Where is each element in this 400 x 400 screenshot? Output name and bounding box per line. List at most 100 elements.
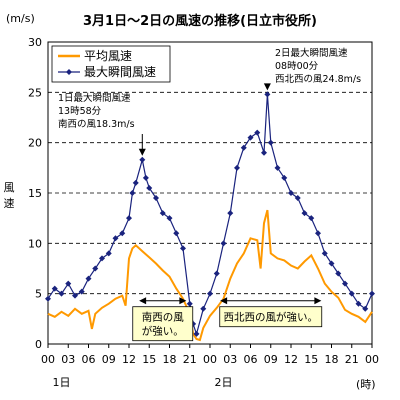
- max-gust-point: [65, 280, 72, 287]
- max-gust-point: [99, 255, 105, 262]
- max-gust-point: [220, 240, 227, 247]
- max-gust-point: [51, 285, 58, 292]
- max-gust-point: [355, 300, 362, 307]
- x-tick-label: 18: [163, 353, 177, 366]
- day-label: 1日: [53, 376, 71, 389]
- max-gust-point: [193, 330, 200, 337]
- max-gust-point: [186, 300, 193, 307]
- legend-average-label: 平均風速: [84, 49, 132, 63]
- max-gust-point: [139, 156, 146, 163]
- max-gust-point: [207, 290, 213, 297]
- max-gust-line: [47, 94, 373, 336]
- x-tick-label: 00: [365, 353, 379, 366]
- max-gust-point: [315, 230, 321, 237]
- x-tick-label: 03: [223, 353, 237, 366]
- period-arrow-left-head: [139, 297, 147, 305]
- y-tick-label: 5: [35, 288, 42, 301]
- annotation-text: 08時00分: [275, 61, 319, 72]
- max-gust-point: [153, 195, 159, 202]
- x-tick-label: 00: [41, 353, 55, 366]
- max-gust-point: [342, 280, 348, 287]
- max-gust-point: [200, 305, 207, 312]
- y-tick-label: 25: [28, 86, 42, 99]
- annotation-arrowhead: [263, 83, 271, 91]
- max-gust-point: [261, 149, 267, 156]
- y-tick-label: 30: [28, 36, 42, 49]
- x-tick-label: 09: [102, 353, 116, 366]
- x-tick-label: 18: [325, 353, 339, 366]
- day-label: 2日: [215, 376, 233, 389]
- legend-box: [51, 45, 171, 83]
- x-tick-label: 06: [82, 353, 96, 366]
- max-gust-point: [85, 275, 92, 282]
- period-arrow-left-head: [220, 297, 228, 305]
- max-gust-point: [92, 265, 99, 272]
- max-gust-point: [159, 210, 166, 217]
- max-gust-point: [308, 215, 315, 222]
- x-tick-label: 12: [284, 353, 298, 366]
- max-gust-point: [166, 215, 173, 222]
- max-gust-point: [142, 174, 149, 181]
- max-gust-point: [328, 260, 335, 267]
- max-gust-point: [294, 195, 301, 202]
- y-tick-label: 15: [28, 187, 42, 200]
- max-gust-point: [240, 144, 247, 151]
- annotation-arrowhead: [138, 148, 146, 156]
- max-gust-point: [264, 91, 271, 98]
- max-gust-point: [267, 139, 274, 146]
- period-note-text: 南西の風: [142, 311, 184, 324]
- max-gust-point: [132, 179, 139, 186]
- max-gust-point: [321, 250, 328, 257]
- period-note-text: が強い。: [142, 325, 184, 338]
- max-gust-point: [72, 292, 78, 299]
- x-tick-label: 06: [244, 353, 258, 366]
- period-note-text: 西北西の風が強い。: [224, 311, 319, 324]
- annotation-text: 1日最大瞬間風速: [58, 92, 131, 104]
- x-tick-label: 03: [61, 353, 75, 366]
- annotation-text: 13時58分: [58, 106, 102, 117]
- max-gust-point: [129, 190, 136, 196]
- max-gust-point: [213, 270, 220, 277]
- max-gust-point: [112, 235, 119, 242]
- y-axis-label-char: 速: [3, 197, 15, 210]
- max-gust-point: [234, 164, 240, 171]
- x-unit-label: (時): [356, 378, 376, 391]
- y-unit-label: (m/s): [6, 12, 35, 25]
- y-tick-label: 0: [35, 338, 42, 351]
- chart-title: 3月1日～2日の風速の推移(日立市役所): [82, 14, 318, 29]
- y-axis-label: 風 速: [2, 180, 16, 212]
- plot-frame: [47, 41, 373, 345]
- period-arrow-right-head: [179, 297, 187, 305]
- max-gust-point: [58, 290, 65, 297]
- y-tick-label: 10: [28, 237, 42, 250]
- period-note-box: [219, 306, 323, 328]
- max-gust-point: [348, 290, 355, 297]
- max-gust-point: [369, 290, 375, 297]
- period-note-box: [132, 306, 194, 342]
- annotation-text: 2日最大瞬間風速: [275, 47, 348, 59]
- average-wind-line: [47, 209, 373, 342]
- max-gust-point: [173, 230, 180, 237]
- max-gust-point: [254, 129, 261, 136]
- legend-gust-label: 最大瞬間風速: [84, 65, 156, 79]
- max-gust-point: [119, 230, 126, 237]
- x-tick-label: 21: [183, 353, 197, 366]
- max-gust-point: [281, 174, 288, 181]
- y-axis-label-char: 風: [3, 181, 15, 194]
- max-gust-point: [180, 245, 186, 252]
- max-gust-point: [78, 288, 85, 295]
- max-gust-point: [45, 295, 51, 302]
- max-gust-point: [288, 190, 294, 196]
- x-tick-label: 21: [345, 353, 359, 366]
- x-tick-label: 09: [264, 353, 278, 366]
- max-gust-point: [362, 305, 369, 312]
- annotation-text: 西北西の風24.8m/s: [275, 74, 361, 85]
- x-tick-label: 12: [122, 353, 136, 366]
- max-gust-point: [105, 250, 112, 257]
- period-arrow-right-head: [314, 297, 322, 305]
- max-gust-point: [301, 210, 308, 217]
- max-gust-point: [335, 270, 342, 277]
- max-gust-point: [126, 215, 132, 222]
- legend-gust-marker: [66, 69, 72, 75]
